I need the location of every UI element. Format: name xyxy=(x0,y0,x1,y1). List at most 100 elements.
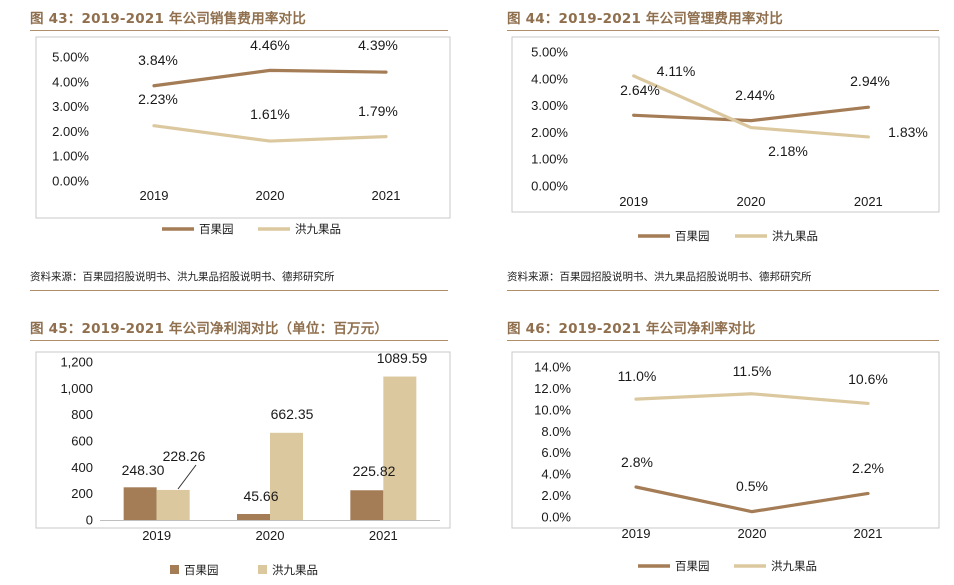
c3-data-label: 11.5% xyxy=(733,363,772,379)
c2-data-label: 225.82 xyxy=(353,463,396,479)
c2-ytick-label: 800 xyxy=(71,407,93,422)
c2-bar-baiguoyuan xyxy=(350,490,384,520)
c0-ytick-label: 0.00% xyxy=(52,174,89,189)
c0-line-hongjiu xyxy=(152,124,388,143)
c0-data-label: 1.79% xyxy=(358,103,398,119)
c3-ytick-label: 10.0% xyxy=(534,402,571,417)
c3-ytick-label: 6.0% xyxy=(541,445,571,460)
c2-data-label: 228.26 xyxy=(163,448,206,464)
c0-data-label: 2.23% xyxy=(138,91,178,107)
chart-44-source: 资料来源：百果园招股说明书、洪九果品招股说明书、德邦研究所 xyxy=(507,271,812,283)
c3-data-label: 2.2% xyxy=(852,460,884,476)
c0-legend-label: 洪九果品 xyxy=(295,222,341,236)
c2-plot-frame xyxy=(35,351,451,529)
c1-legend-label: 洪九果品 xyxy=(772,229,818,243)
c0-xtick-label: 2019 xyxy=(140,188,169,203)
c1-ytick-label: 5.00% xyxy=(531,45,568,60)
c2-bar-baiguoyuan xyxy=(237,513,270,520)
c2-ytick-label: 600 xyxy=(71,434,93,449)
c3-xtick-label: 2020 xyxy=(738,526,767,541)
c2-bar-baiguoyuan xyxy=(123,487,157,520)
c0-ytick-label: 3.00% xyxy=(52,99,89,114)
c2-label-leader-line xyxy=(177,464,197,490)
chart-45-title: 图 45：2019-2021 年公司净利润对比（单位：百万元） xyxy=(30,321,389,337)
c1-ytick-label: 2.00% xyxy=(531,125,568,140)
c1-plot-frame xyxy=(511,36,940,213)
c3-data-label: 2.8% xyxy=(621,454,653,470)
c3-xtick-label: 2021 xyxy=(854,526,883,541)
c0-data-label: 4.39% xyxy=(358,37,398,53)
c2-data-label: 45.66 xyxy=(243,488,278,504)
c2-data-label: 248.30 xyxy=(122,462,165,478)
chart-43-title-rule xyxy=(30,30,448,31)
c1-xtick-label: 2020 xyxy=(737,194,766,209)
c0-data-label: 3.84% xyxy=(138,52,178,68)
c0-data-label: 1.61% xyxy=(250,106,290,122)
c1-ytick-label: 0.00% xyxy=(531,179,568,194)
c2-legend-label: 洪九果品 xyxy=(272,563,318,577)
c1-ytick-label: 3.00% xyxy=(531,98,568,113)
c1-data-label: 2.94% xyxy=(850,73,890,89)
c1-legend-label: 百果园 xyxy=(675,229,710,243)
chart-43-source-rule xyxy=(30,290,448,291)
c2-legend-label: 百果园 xyxy=(184,563,219,577)
c0-ytick-label: 1.00% xyxy=(52,149,89,164)
c2-bar-hongjiu xyxy=(156,489,190,520)
c0-xtick-label: 2021 xyxy=(372,188,401,203)
c3-plot-frame xyxy=(511,351,940,529)
chart-43-source: 资料来源：百果园招股说明书、洪九果品招股说明书、德邦研究所 xyxy=(30,271,335,283)
c2-ytick-label: 1,000 xyxy=(60,381,93,396)
chart-44-title: 图 44：2019-2021 年公司管理费用率对比 xyxy=(507,11,783,27)
c2-ytick-label: 0 xyxy=(86,513,93,528)
c1-data-label: 2.44% xyxy=(735,87,775,103)
c3-data-label: 10.6% xyxy=(848,371,888,387)
c1-data-label: 1.83% xyxy=(888,124,928,140)
c3-ytick-label: 4.0% xyxy=(541,467,571,482)
c0-ytick-label: 5.00% xyxy=(52,50,89,65)
c3-line-baiguoyuan xyxy=(634,485,870,514)
chart-46-title: 图 46：2019-2021 年公司净利率对比 xyxy=(507,321,756,337)
c2-bar-hongjiu xyxy=(383,376,417,520)
c2-bar-hongjiu xyxy=(270,432,303,520)
chart-43-title: 图 43：2019-2021 年公司销售费用率对比 xyxy=(30,11,306,27)
c0-plot-frame xyxy=(35,36,451,219)
c3-line-hongjiu xyxy=(634,392,870,406)
c2-ytick-label: 200 xyxy=(71,486,93,501)
c3-legend-label: 洪九果品 xyxy=(771,559,817,573)
c2-legend-swatch xyxy=(170,565,179,574)
c3-ytick-label: 12.0% xyxy=(534,381,571,396)
chart-44-source-rule xyxy=(507,290,939,291)
c0-ytick-label: 2.00% xyxy=(52,124,89,139)
c3-legend-label: 百果园 xyxy=(675,559,710,573)
chart-44-title-rule xyxy=(507,30,939,31)
c3-ytick-label: 2.0% xyxy=(541,488,571,503)
c0-ytick-label: 4.00% xyxy=(52,74,89,89)
c3-ytick-label: 0.0% xyxy=(541,510,571,525)
c3-data-label: 0.5% xyxy=(736,478,768,494)
c0-xtick-label: 2020 xyxy=(256,188,285,203)
c3-data-label: 11.0% xyxy=(618,368,657,384)
c1-ytick-label: 4.00% xyxy=(531,71,568,86)
c0-line-baiguoyuan xyxy=(152,68,388,88)
c1-data-label: 2.64% xyxy=(620,82,660,98)
c2-legend-swatch xyxy=(258,565,267,574)
c1-data-label: 4.11% xyxy=(657,63,696,79)
c3-ytick-label: 8.0% xyxy=(541,424,571,439)
c1-data-label: 2.18% xyxy=(768,143,808,159)
c1-line-hongjiu xyxy=(632,74,870,139)
chart-46-title-rule xyxy=(507,340,939,341)
c1-line-baiguoyuan xyxy=(632,105,870,123)
c3-ytick-label: 14.0% xyxy=(534,360,571,375)
c1-xtick-label: 2019 xyxy=(619,194,648,209)
c1-ytick-label: 1.00% xyxy=(531,152,568,167)
c2-xtick-label: 2019 xyxy=(142,528,171,543)
c1-xtick-label: 2021 xyxy=(854,194,883,209)
chart-45-title-rule xyxy=(30,340,448,341)
c2-xtick-label: 2020 xyxy=(256,528,285,543)
c0-data-label: 4.46% xyxy=(250,37,290,53)
c2-ytick-label: 400 xyxy=(71,460,93,475)
